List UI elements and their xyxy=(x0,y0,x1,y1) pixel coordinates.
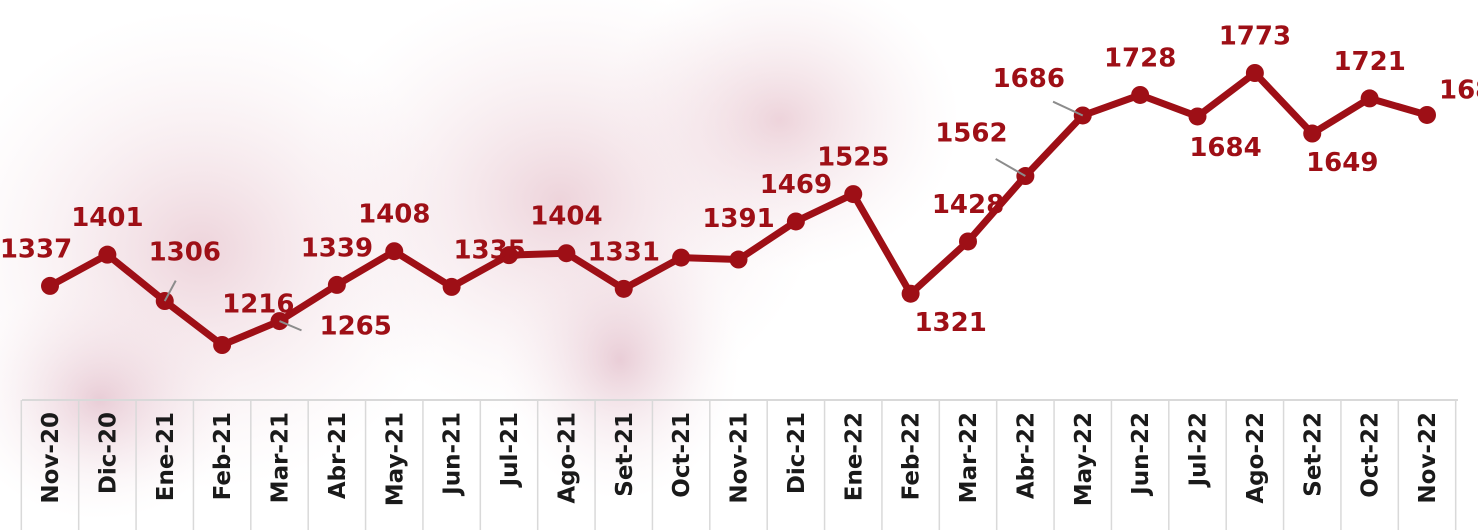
label-leader xyxy=(163,280,177,302)
label-leader xyxy=(995,158,1026,177)
x-tick-label: Nov-20 xyxy=(38,412,64,504)
data-point xyxy=(213,336,232,354)
data-label: 1265 xyxy=(320,312,392,342)
data-label: 1728 xyxy=(1104,43,1176,73)
x-tick-label: May-22 xyxy=(1071,412,1097,506)
data-label: 1469 xyxy=(760,170,832,200)
data-point xyxy=(1360,89,1379,108)
data-point xyxy=(500,246,518,265)
data-label: 1216 xyxy=(222,290,294,320)
data-point xyxy=(1418,105,1436,124)
x-tick-label: Set-21 xyxy=(612,412,638,497)
data-label: 1391 xyxy=(702,204,774,234)
x-tick-label: Abr-22 xyxy=(1013,412,1039,499)
data-label: 1649 xyxy=(1306,148,1378,178)
x-tick-label: Feb-22 xyxy=(899,412,925,500)
data-label: 1525 xyxy=(817,143,889,173)
x-tick-label: Ago-21 xyxy=(554,412,580,504)
data-point xyxy=(959,232,977,251)
x-tick-label: Jun-21 xyxy=(440,412,466,497)
x-tick-label: Ene-21 xyxy=(153,412,179,501)
x-tick-label: Set-22 xyxy=(1300,412,1326,497)
data-label: 1721 xyxy=(1333,47,1405,77)
data-point xyxy=(442,277,461,296)
x-tick-label: Ene-22 xyxy=(841,412,867,501)
x-tick-label: Ago-22 xyxy=(1243,412,1269,504)
data-point xyxy=(901,284,920,303)
data-point xyxy=(385,242,404,261)
x-tick-label: Mar-21 xyxy=(268,412,294,503)
data-label: 1335 xyxy=(453,235,525,265)
data-point xyxy=(98,245,117,264)
x-tick-label: Mar-22 xyxy=(956,412,982,503)
data-label: 1331 xyxy=(588,237,660,267)
background-watercolor xyxy=(0,0,960,520)
data-label: 1687 xyxy=(1439,75,1478,105)
data-point xyxy=(729,250,748,269)
data-point xyxy=(1245,64,1264,82)
data-label: 1686 xyxy=(993,64,1065,94)
label-leader xyxy=(1052,100,1084,117)
data-label: 1404 xyxy=(530,202,602,232)
x-tick-label: Jul-22 xyxy=(1186,412,1212,488)
data-label: 1321 xyxy=(914,308,986,338)
data-label: 1684 xyxy=(1189,133,1261,163)
x-tick-label: Dic-21 xyxy=(784,412,810,494)
x-tick-label: Jul-21 xyxy=(497,412,523,488)
data-label: 1408 xyxy=(358,200,430,230)
data-point xyxy=(1188,107,1207,126)
data-label: 1562 xyxy=(935,119,1007,149)
x-tick-label: Oct-22 xyxy=(1358,412,1384,498)
data-point xyxy=(844,185,863,204)
x-tick-label: Nov-21 xyxy=(727,412,753,504)
data-point xyxy=(672,248,691,267)
data-label: 1339 xyxy=(301,233,373,263)
x-tick-label: Oct-21 xyxy=(669,412,695,498)
data-point xyxy=(41,276,59,295)
x-tick-label: May-21 xyxy=(382,412,408,506)
x-tick-label: Dic-20 xyxy=(95,412,121,494)
x-tick-label: Jun-22 xyxy=(1128,412,1154,497)
data-label: 1337 xyxy=(0,234,72,264)
data-label: 1773 xyxy=(1219,22,1291,52)
data-point xyxy=(786,212,805,231)
data-label: 1428 xyxy=(932,190,1004,220)
data-point xyxy=(614,279,633,298)
x-tick-label: Feb-21 xyxy=(210,412,236,500)
data-label: 1401 xyxy=(71,203,143,233)
x-tick-label: Nov-22 xyxy=(1415,412,1441,504)
data-point xyxy=(327,275,346,294)
data-point xyxy=(1131,85,1150,104)
data-point xyxy=(1303,124,1322,143)
x-tick-label: Abr-21 xyxy=(325,412,351,499)
label-leader xyxy=(279,320,302,332)
data-point xyxy=(557,244,576,263)
data-label: 1306 xyxy=(149,238,221,268)
